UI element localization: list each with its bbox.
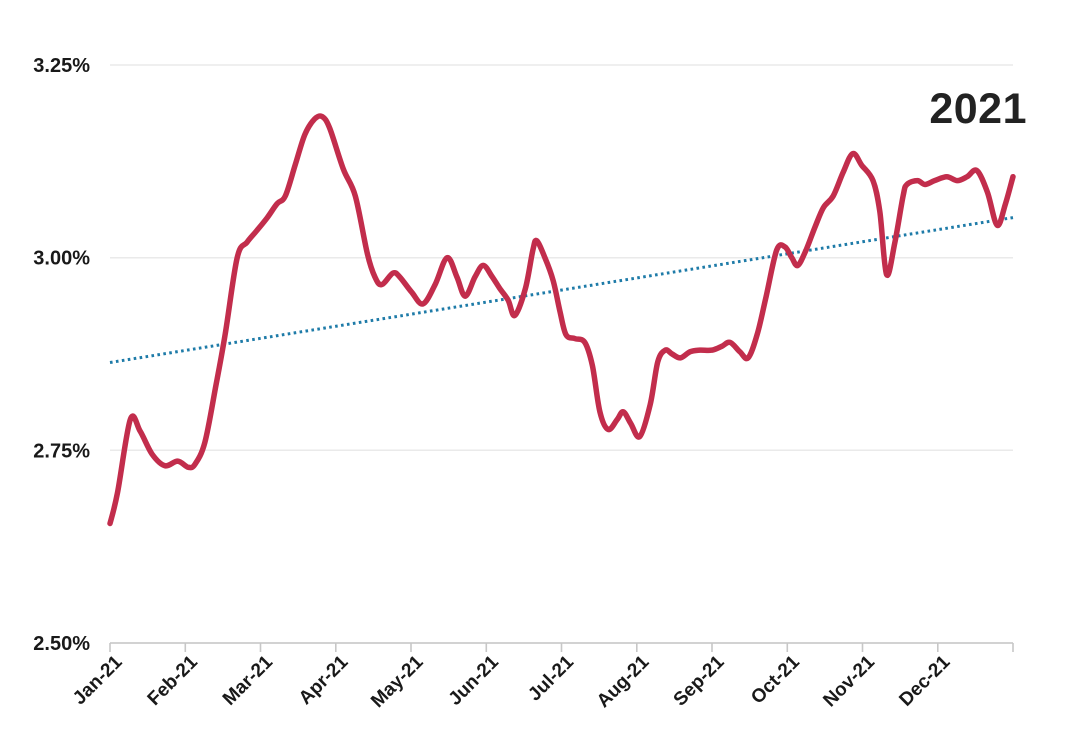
x-axis-label: Mar-21 <box>219 651 277 709</box>
x-axis-label: Oct-21 <box>747 651 804 708</box>
y-axis-label: 2.50% <box>33 633 90 655</box>
x-axis-label: Sep-21 <box>670 651 729 710</box>
x-axis-label: Feb-21 <box>144 651 202 709</box>
y-axis-label: 3.25% <box>33 55 90 77</box>
x-axis-label: Apr-21 <box>295 651 353 709</box>
x-axis-label: Aug-21 <box>593 651 654 712</box>
x-axis-label: Nov-21 <box>819 651 879 711</box>
y-axis-label: 2.75% <box>33 440 90 462</box>
x-axis-label: Jul-21 <box>524 651 578 705</box>
x-axis-label: May-21 <box>367 651 428 712</box>
y-axis-label: 3.00% <box>33 248 90 270</box>
main-line-path <box>107 113 1016 527</box>
year-label: 2021 <box>929 85 1027 133</box>
x-axis-label: Dec-21 <box>895 651 954 710</box>
trendline-path <box>109 216 1014 364</box>
x-axis-label: Jun-21 <box>445 651 503 709</box>
x-axis-label: Jan-21 <box>69 651 127 709</box>
